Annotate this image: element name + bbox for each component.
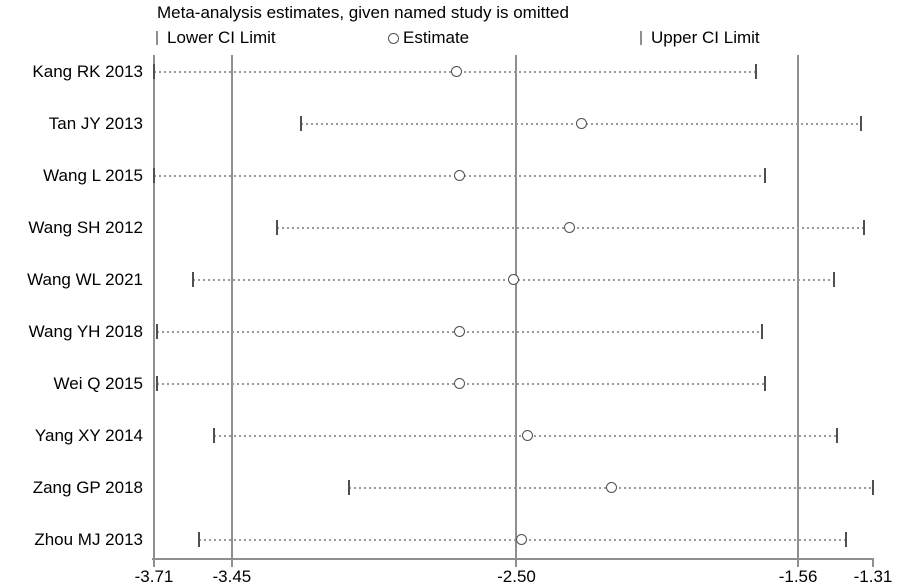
chart-title: Meta-analysis estimates, given named stu… [157, 3, 569, 22]
estimate-marker [522, 430, 534, 441]
lower-ci-tick [275, 220, 278, 235]
estimate-marker [453, 170, 465, 181]
upper-ci-tick [761, 324, 764, 339]
study-label: Zang GP 2018 [32, 478, 143, 497]
x-axis-tick-label: -3.71 [134, 567, 174, 586]
lower-ci-tick [153, 64, 155, 79]
upper-ci-tick [836, 428, 839, 443]
reference-line [515, 55, 518, 558]
lower-ci-tick [191, 272, 194, 287]
legend-label-estimate: Estimate [403, 28, 470, 47]
estimate-marker [516, 534, 528, 545]
lower-ci-tick-icon [156, 31, 158, 45]
estimate-circle-icon [388, 32, 399, 44]
estimate-marker [576, 118, 588, 129]
upper-ci-tick [845, 532, 848, 547]
study-label: Wang WL 2021 [27, 270, 143, 289]
x-axis-tick-label: -3.45 [212, 567, 252, 586]
reference-line [230, 55, 233, 558]
x-axis-tick [153, 560, 155, 567]
lower-ci-tick [153, 168, 155, 183]
estimate-marker [564, 222, 576, 233]
estimate-marker [450, 66, 462, 77]
x-axis-tick [872, 560, 874, 567]
upper-ci-tick-icon [640, 31, 642, 45]
study-label: Wang L 2015 [43, 166, 143, 185]
x-axis-tick [230, 560, 233, 567]
x-axis-tick-label: -1.56 [778, 567, 818, 586]
lower-ci-tick [155, 324, 158, 339]
upper-ci-tick [833, 272, 836, 287]
legend-item-lower-ci: Lower CI Limit [156, 27, 276, 49]
estimate-marker [507, 274, 519, 285]
lower-ci-tick [212, 428, 215, 443]
study-label: Wei Q 2015 [53, 374, 143, 393]
x-axis-line [152, 558, 874, 560]
estimate-marker [606, 482, 618, 493]
study-label: Zhou MJ 2013 [34, 530, 143, 549]
legend: Lower CI Limit Estimate Upper CI Limit [0, 27, 900, 49]
estimate-marker [453, 326, 465, 337]
lower-ci-tick [299, 116, 302, 131]
upper-ci-tick [863, 220, 865, 235]
reference-line [797, 55, 800, 558]
study-label: Kang RK 2013 [32, 62, 143, 81]
legend-item-estimate: Estimate [388, 27, 469, 49]
legend-label-lower-ci: Lower CI Limit [167, 28, 276, 47]
upper-ci-tick [860, 116, 863, 131]
lower-ci-tick [197, 532, 200, 547]
legend-label-upper-ci: Upper CI Limit [651, 28, 760, 47]
study-label: Yang XY 2014 [34, 426, 143, 445]
y-axis-line [153, 55, 155, 558]
estimate-marker [453, 378, 465, 389]
x-axis-tick-label: -1.31 [853, 567, 893, 586]
x-axis-tick-label: -2.50 [497, 567, 536, 586]
upper-ci-tick [872, 480, 874, 495]
upper-ci-tick [755, 64, 758, 79]
study-label: Wang SH 2012 [28, 218, 143, 237]
x-axis-tick [515, 560, 518, 567]
lower-ci-tick [347, 480, 350, 495]
x-axis-tick [797, 560, 800, 567]
upper-ci-tick [764, 168, 767, 183]
study-label: Wang YH 2018 [28, 322, 143, 341]
lower-ci-tick [155, 376, 158, 391]
upper-ci-tick [764, 376, 767, 391]
study-label: Tan JY 2013 [48, 114, 143, 133]
legend-item-upper-ci: Upper CI Limit [640, 27, 760, 49]
